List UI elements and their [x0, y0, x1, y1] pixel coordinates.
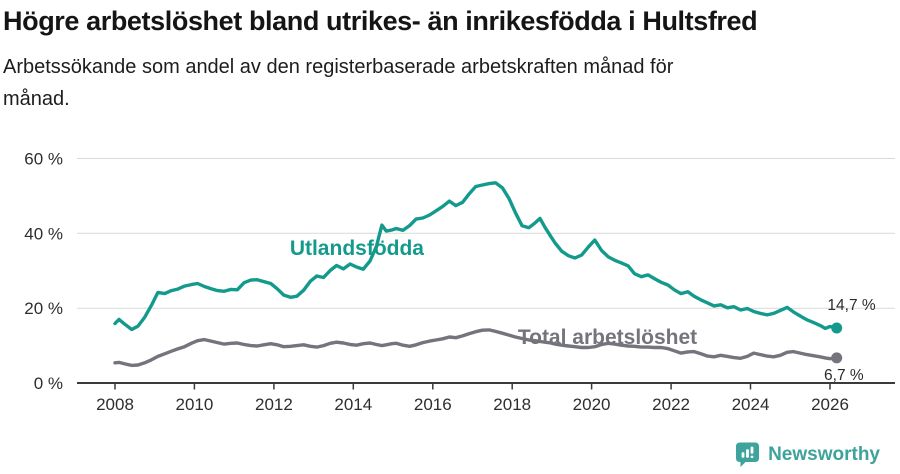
series-inline-label: Total arbetslöshet: [518, 326, 697, 349]
x-tick-label: 2012: [255, 395, 293, 414]
x-tick-label: 2024: [732, 395, 770, 414]
chart-header: Högre arbetslöshet bland utrikes- än inr…: [3, 6, 758, 115]
x-tick-label: 2008: [96, 395, 134, 414]
newsworthy-logo: Newsworthy: [734, 441, 880, 468]
y-tick-label: 20 %: [24, 299, 63, 318]
x-tick-label: 2022: [652, 395, 690, 414]
x-tick-label: 2020: [573, 395, 611, 414]
y-tick-label: 0 %: [34, 374, 63, 393]
series-line-total: [113, 328, 839, 368]
series-end-dot: [831, 352, 843, 364]
x-tick-label: 2010: [175, 395, 213, 414]
y-tick-label: 40 %: [24, 224, 63, 243]
x-tick-label: 2016: [414, 395, 452, 414]
series-end-value-label: 6,7 %: [824, 367, 864, 384]
series-end-value-label: 14,7 %: [827, 297, 875, 314]
series-end-dot: [831, 322, 843, 334]
newsworthy-logo-text: Newsworthy: [768, 443, 880, 465]
x-tick-label: 2018: [493, 395, 531, 414]
chart-subtitle: Arbetssökande som andel av den registerb…: [3, 56, 674, 110]
x-tick-label: 2014: [334, 395, 372, 414]
newsworthy-logo-icon: [734, 441, 761, 468]
series-line-utlandsfodda: [113, 181, 839, 332]
x-tick-label: 2026: [811, 395, 849, 414]
page-title: Högre arbetslöshet bland utrikes- än inr…: [3, 6, 758, 36]
y-tick-label: 60 %: [24, 150, 63, 169]
series-inline-label: Utlandsfödda: [290, 237, 424, 260]
